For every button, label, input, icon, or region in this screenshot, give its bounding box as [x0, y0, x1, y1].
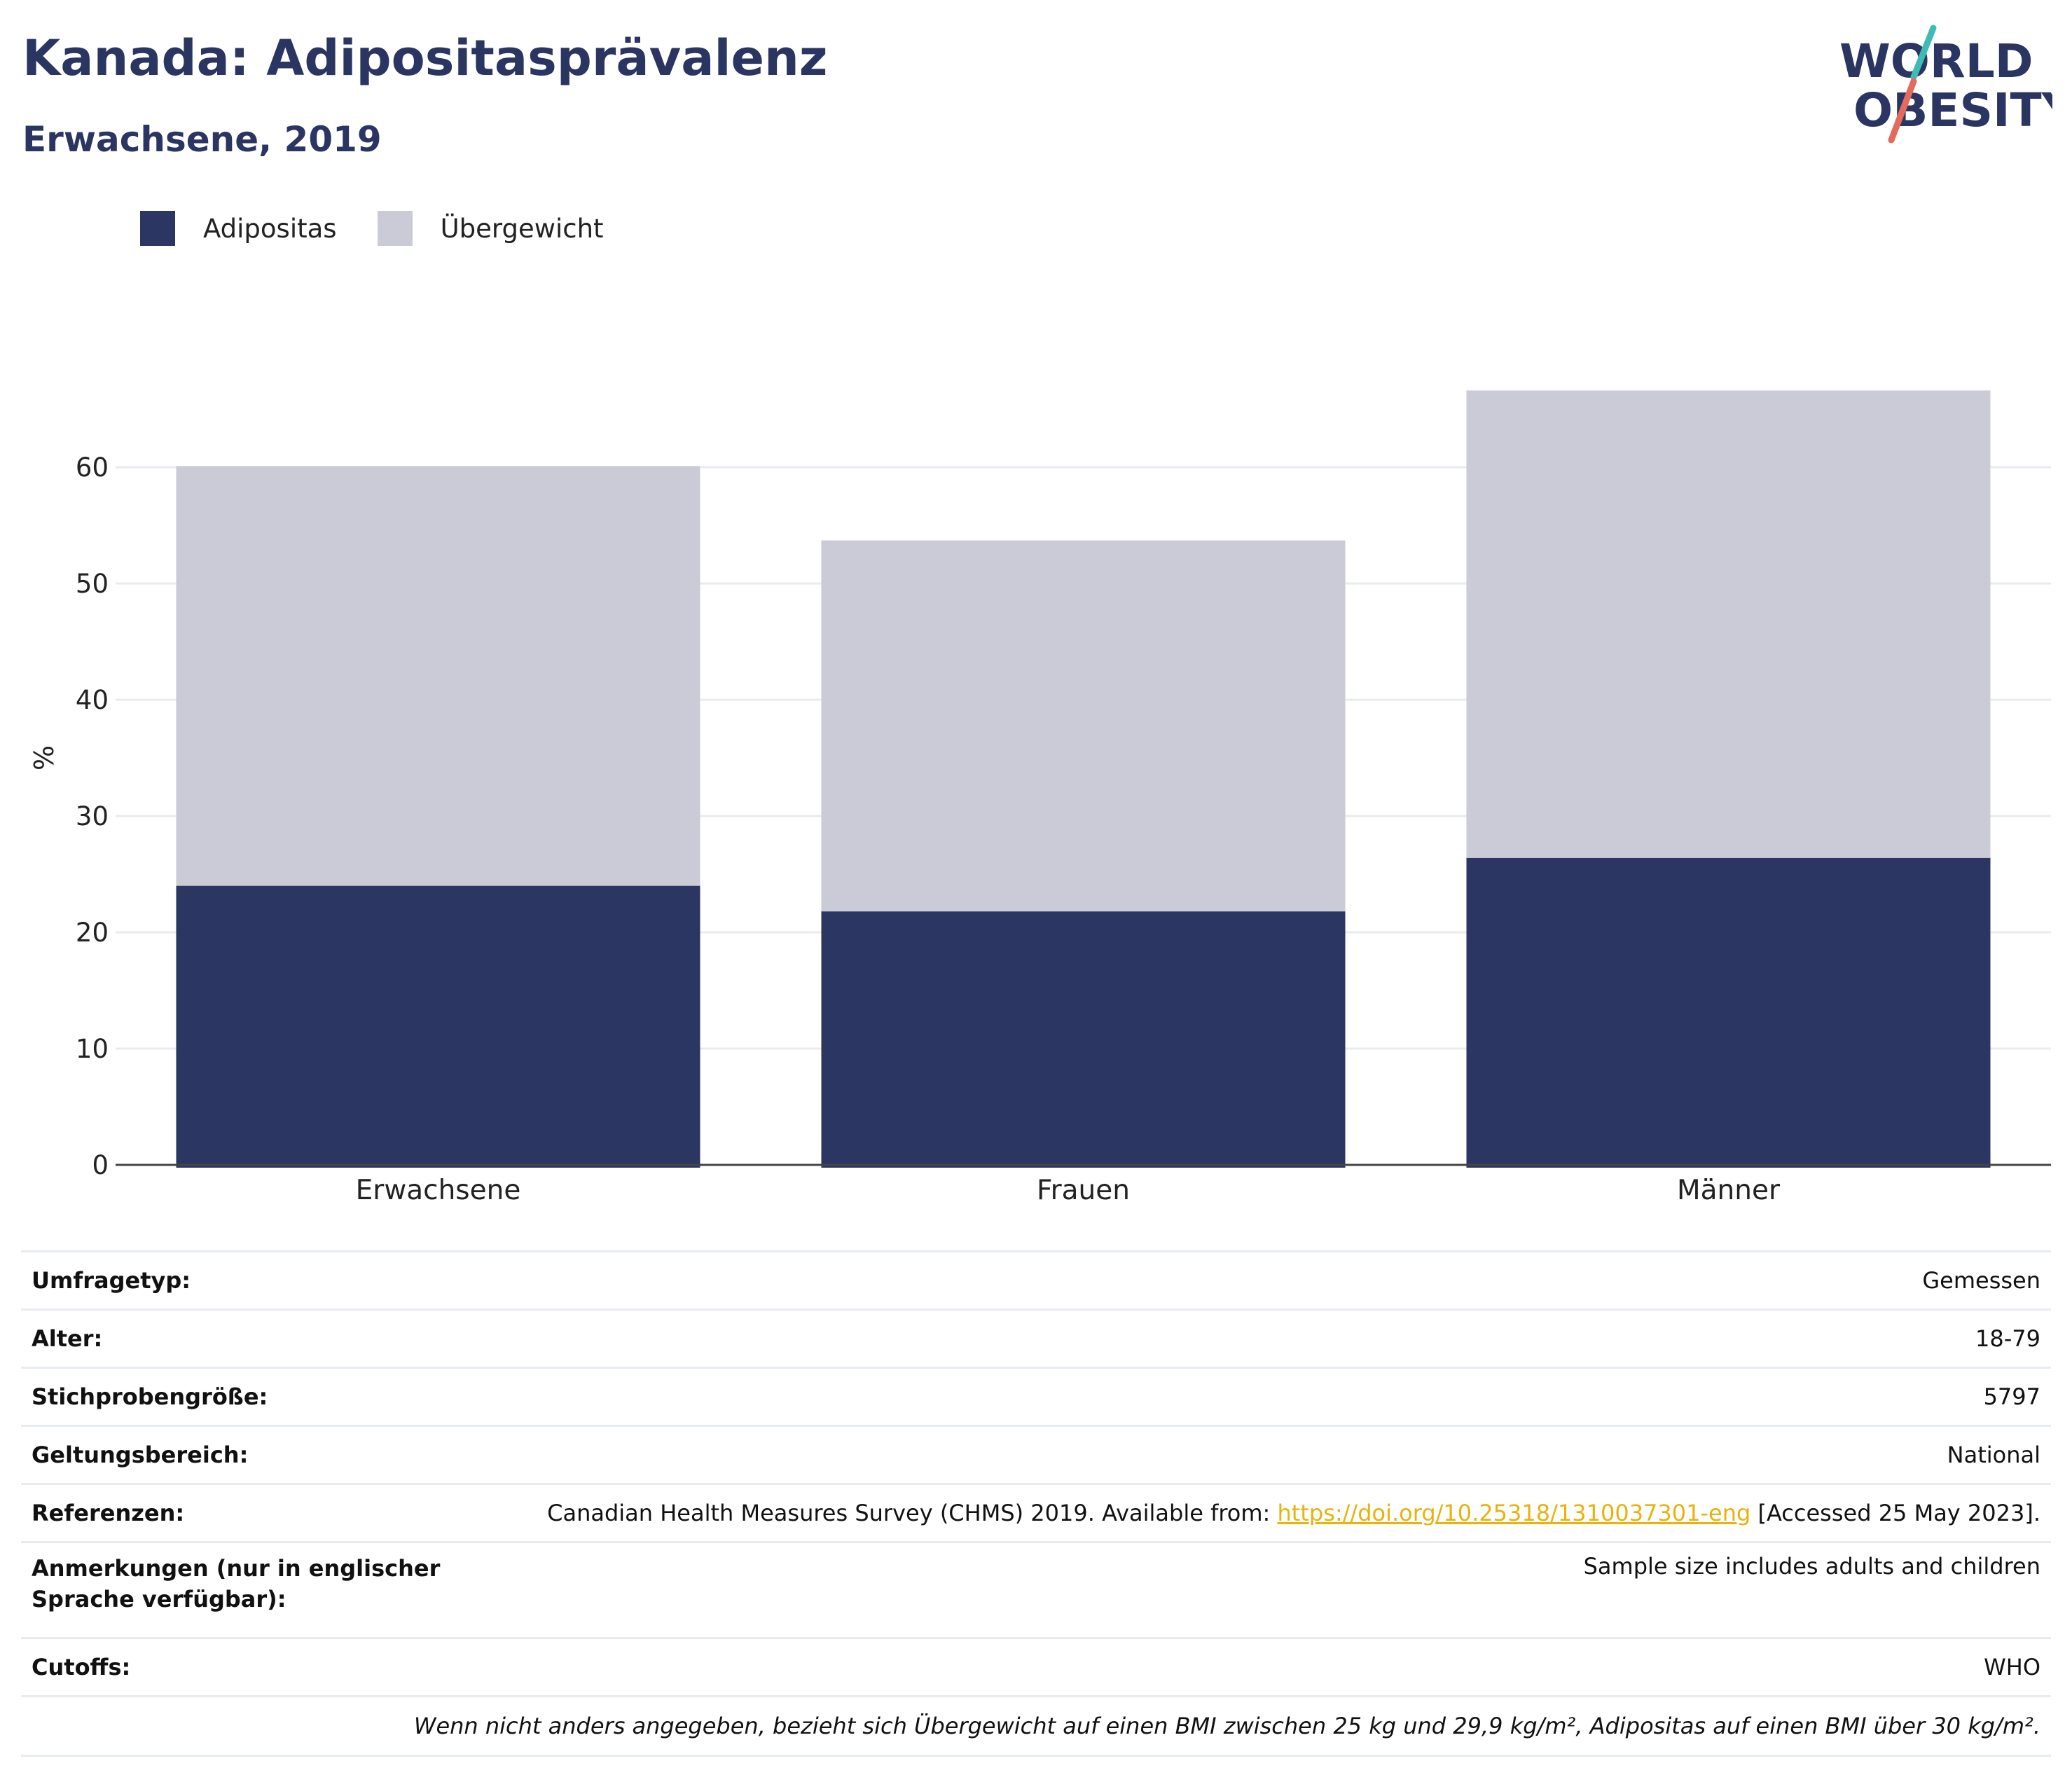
info-row-referenzen: Referenzen: Canadian Health Measures Sur…	[21, 1483, 2051, 1542]
y-tick-label-20: 20	[76, 918, 109, 948]
y-tick-label-50: 50	[76, 569, 109, 599]
info-row-stichprobengroesse: Stichprobengröße: 5797	[21, 1367, 2051, 1426]
bar-chart: 0 10 20 30 40 50 60% Erwachsene Frauen Männer	[29, 390, 2051, 1206]
bar-männer-übergewicht	[1466, 390, 1991, 858]
info-row-alter: Alter: 18-79	[21, 1308, 2051, 1368]
info-value-anmerkungen: Sample size includes adults and children	[532, 1541, 2051, 1638]
y-tick-label-40: 40	[76, 685, 109, 715]
info-label-cutoffs: Cutoffs:	[21, 1637, 532, 1697]
bar-erwachsene-adipositas	[176, 885, 700, 1168]
y-tick-label-0: 0	[92, 1150, 109, 1180]
x-tick-label-2: Männer	[1677, 1175, 1781, 1206]
legend-item-adipositas[interactable]: Adipositas	[140, 211, 337, 246]
info-value-geltungsbereich: National	[532, 1425, 2051, 1484]
info-row-cutoffs: Cutoffs: WHO	[21, 1637, 2051, 1697]
legend-label-uebergewicht: Übergewicht	[440, 213, 604, 244]
info-label-referenzen: Referenzen:	[21, 1483, 532, 1542]
y-tick-label-30: 30	[76, 801, 109, 831]
legend-swatch-uebergewicht	[377, 211, 413, 246]
info-label-geltungsbereich: Geltungsbereich:	[21, 1425, 532, 1484]
logo-text-obesity: OBESITY	[1853, 83, 2052, 137]
bmi-footnote: Wenn nicht anders angegeben, bezieht sic…	[21, 1695, 2051, 1757]
info-label-anmerkungen: Anmerkungen (nur in englischer Sprache v…	[21, 1541, 532, 1638]
reference-link[interactable]: https://doi.org/10.25318/1310037301-eng	[1277, 1500, 1751, 1526]
y-tick-label-10: 10	[76, 1034, 109, 1064]
info-row-footnote: Wenn nicht anders angegeben, bezieht sic…	[21, 1695, 2051, 1757]
world-obesity-logo: WORLD OBESITY	[1839, 25, 2052, 144]
reference-accessed: [Accessed 25 May 2023].	[1750, 1500, 2040, 1526]
info-label-alter: Alter:	[21, 1308, 532, 1368]
page-subtitle: Erwachsene, 2019	[22, 119, 382, 160]
y-tick-label-60: 60	[76, 453, 109, 483]
survey-info-table: Umfragetyp: Gemessen Alter: 18-79 Stichp…	[21, 1250, 2051, 1757]
chart-legend: Adipositas Übergewicht	[140, 209, 644, 248]
bar-frauen-übergewicht	[821, 540, 1346, 912]
info-value-referenzen: Canadian Health Measures Survey (CHMS) 2…	[532, 1483, 2051, 1542]
info-label-stichprobengroesse: Stichprobengröße:	[21, 1367, 532, 1426]
legend-label-adipositas: Adipositas	[203, 213, 337, 244]
page-title: Kanada: Adipositasprävalenz	[22, 29, 828, 87]
x-tick-label-1: Frauen	[1037, 1175, 1130, 1206]
info-row-geltungsbereich: Geltungsbereich: National	[21, 1425, 2051, 1484]
info-value-umfragetyp: Gemessen	[532, 1250, 2051, 1310]
bar-frauen-adipositas	[821, 911, 1346, 1168]
info-value-cutoffs: WHO	[532, 1637, 2051, 1697]
bar-erwachsene-übergewicht	[176, 466, 700, 886]
x-tick-label-0: Erwachsene	[356, 1175, 521, 1206]
reference-text: Canadian Health Measures Survey (CHMS) 2…	[547, 1500, 1278, 1526]
info-row-umfragetyp: Umfragetyp: Gemessen	[21, 1250, 2051, 1310]
logo-slash-teal	[1910, 25, 1937, 81]
legend-item-uebergewicht[interactable]: Übergewicht	[377, 211, 604, 246]
legend-swatch-adipositas	[140, 211, 175, 246]
logo-text-world: WORLD	[1839, 34, 2033, 88]
info-label-umfragetyp: Umfragetyp:	[21, 1250, 532, 1310]
info-value-alter: 18-79	[532, 1308, 2051, 1368]
logo-slash-coral	[1888, 78, 1917, 144]
info-value-stichprobengroesse: 5797	[532, 1367, 2051, 1426]
bar-männer-adipositas	[1466, 857, 1991, 1168]
info-row-anmerkungen: Anmerkungen (nur in englischer Sprache v…	[21, 1541, 2051, 1638]
y-axis-label: %	[29, 745, 60, 771]
